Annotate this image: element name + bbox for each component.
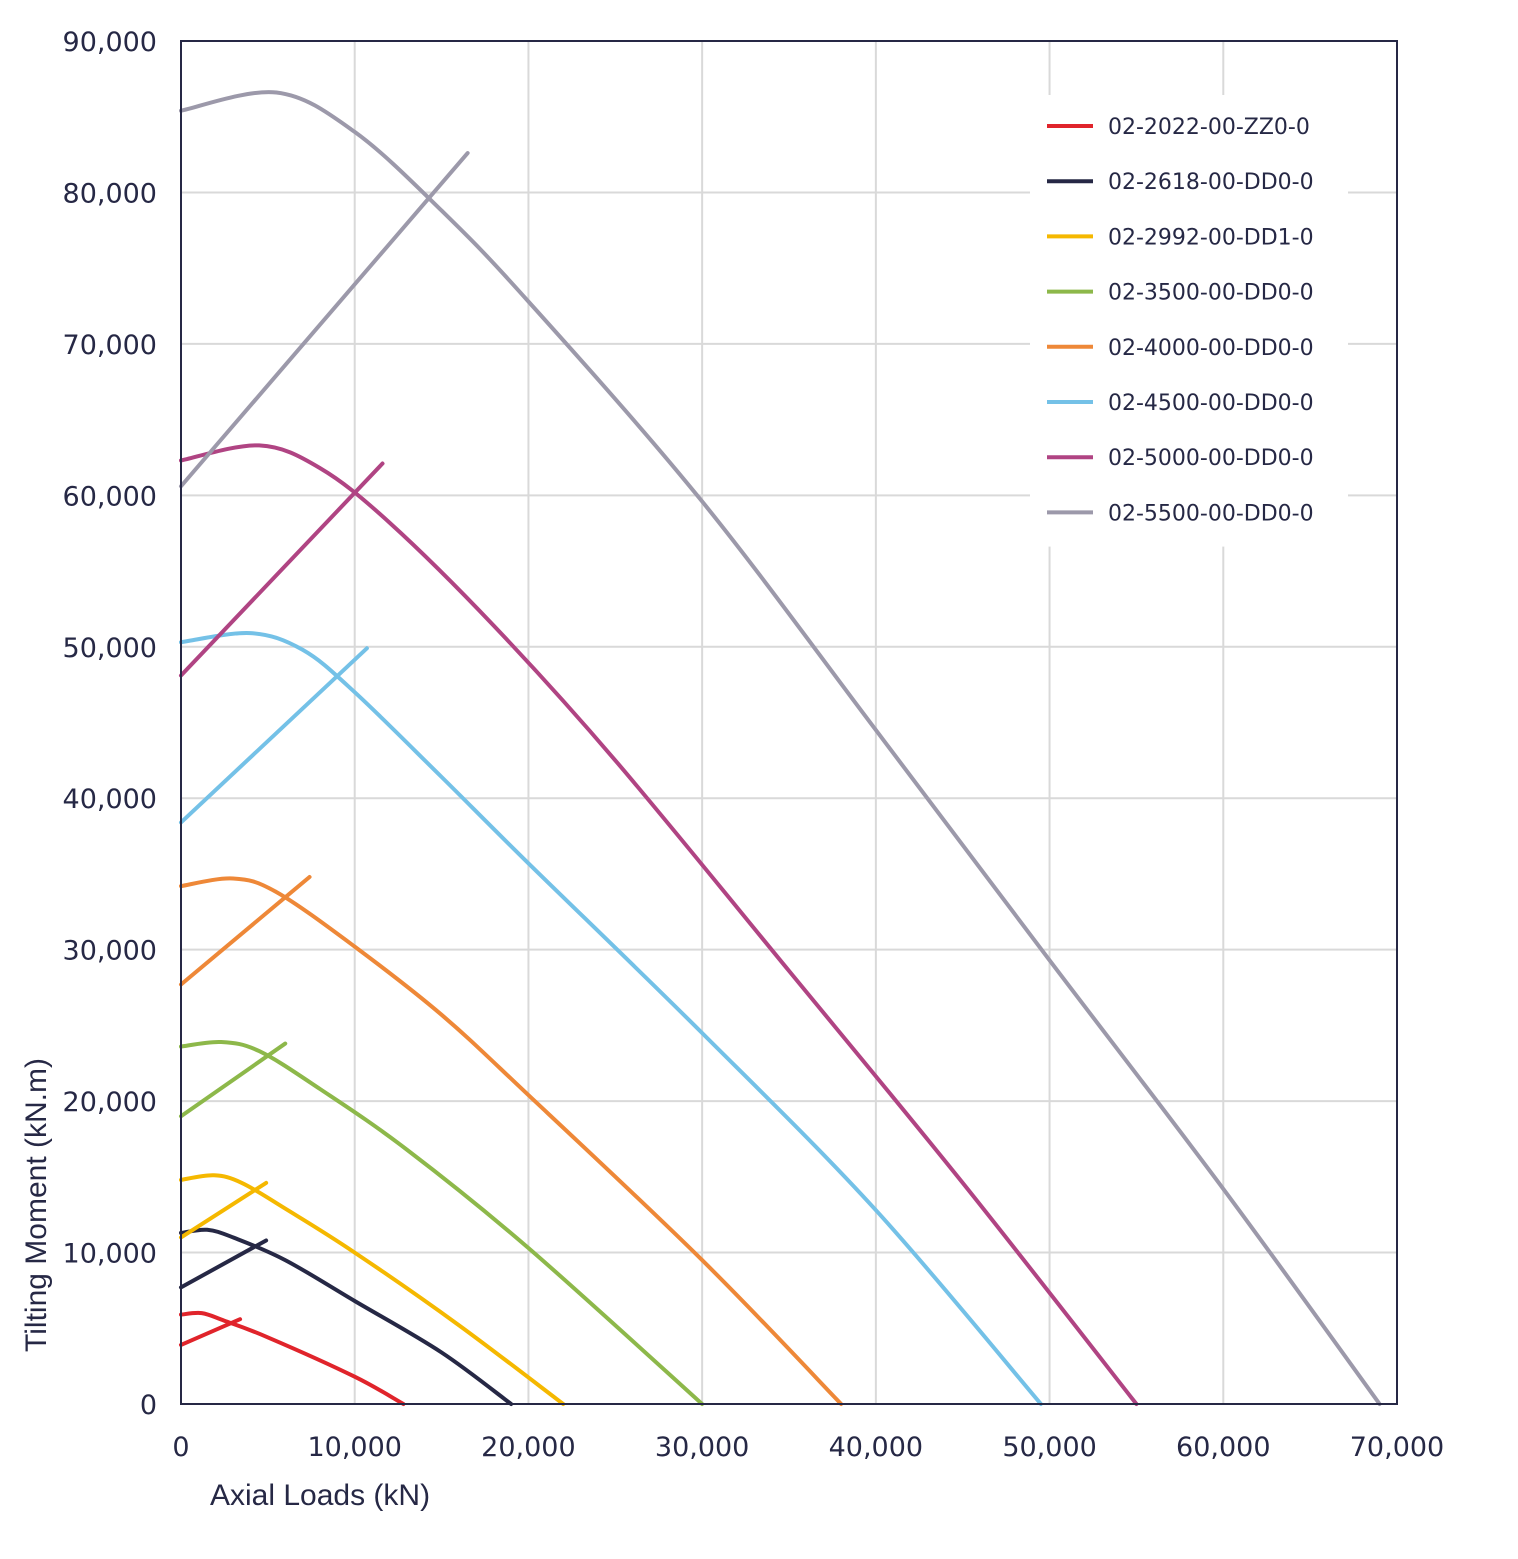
legend: 02-2022-00-ZZ0-0 02-2618-00-DD0-0 02-2992-… (1047, 115, 1314, 526)
x-tick-label: 70,000 (1350, 1432, 1444, 1463)
series-curve (179, 876, 844, 1406)
x-tick-label: 20,000 (481, 1432, 575, 1463)
y-tick-label: 40,000 (63, 784, 157, 815)
x-tick-label: 40,000 (829, 1432, 923, 1463)
x-tick-label: 10,000 (307, 1432, 401, 1463)
y-tick-label: 50,000 (63, 633, 157, 664)
y-tick-label: 20,000 (63, 1087, 157, 1118)
y-tick-labels: 0 10,000 20,000 30,000 40,000 50,000 60,000 70,… (63, 27, 157, 1421)
series-segment (179, 1317, 243, 1347)
series-lines (179, 90, 1382, 1406)
x-tick-label: 0 (172, 1432, 189, 1463)
y-tick-label: 10,000 (63, 1239, 157, 1270)
series-segment (179, 1180, 269, 1240)
series-segment (179, 1238, 269, 1290)
series-curve (179, 1227, 514, 1406)
x-tick-label: 50,000 (1002, 1432, 1096, 1463)
legend-label: 02-5000-00-DD0-0 (1108, 446, 1314, 471)
y-axis-title: Tilting Moment (kN.m) (20, 1058, 53, 1352)
series-segment (179, 1041, 288, 1119)
series-curve (179, 631, 1043, 1406)
series-curve (179, 1310, 406, 1406)
x-tick-label: 30,000 (655, 1432, 749, 1463)
y-tick-label: 70,000 (63, 330, 157, 361)
legend-label: 02-2992-00-DD1-0 (1108, 225, 1314, 250)
series-curve (179, 1039, 705, 1406)
x-tick-labels: 0 10,000 20,000 30,000 40,000 50,000 60,000 70,… (172, 1432, 1444, 1463)
legend-label: 02-4500-00-DD0-0 (1108, 391, 1314, 416)
series-segment (179, 874, 312, 987)
y-tick-label: 80,000 (63, 178, 157, 209)
series-curve (179, 443, 1139, 1406)
series-curve (179, 1173, 566, 1406)
y-tick-label: 0 (140, 1390, 157, 1421)
plot-frame (180, 40, 1398, 1405)
series-segment (179, 461, 385, 678)
legend-label: 02-2022-00-ZZ0-0 (1108, 115, 1310, 140)
legend-label: 02-5500-00-DD0-0 (1108, 501, 1314, 526)
x-tick-label: 60,000 (1176, 1432, 1270, 1463)
series-segment (179, 151, 470, 489)
legend-background (1030, 95, 1348, 547)
legend-label: 02-2618-00-DD0-0 (1108, 170, 1314, 195)
y-tick-label: 30,000 (63, 936, 157, 967)
series-curve (179, 90, 1382, 1406)
legend-label: 02-4000-00-DD0-0 (1108, 336, 1314, 361)
legend-label: 02-3500-00-DD0-0 (1108, 281, 1314, 306)
y-tick-label: 60,000 (63, 481, 157, 512)
x-axis-title: Axial Loads (kN) (210, 1479, 430, 1512)
y-tick-label: 90,000 (63, 27, 157, 58)
series-segment (179, 646, 369, 825)
